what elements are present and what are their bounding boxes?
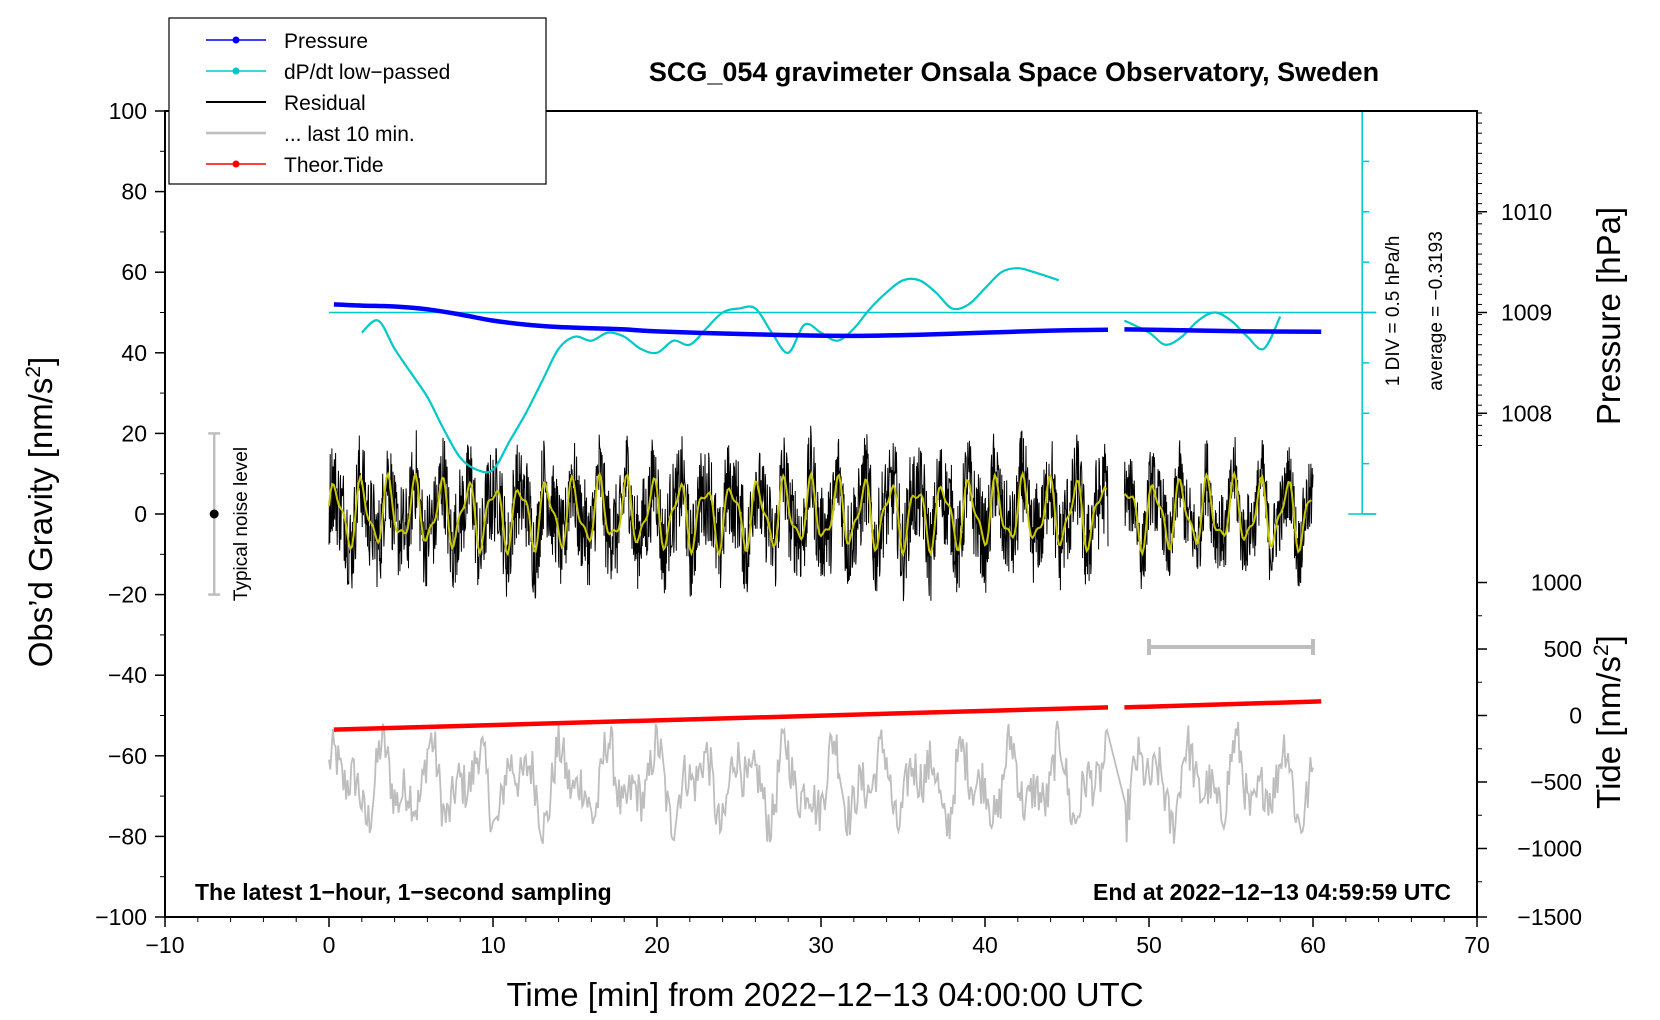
tide-tick-label: 0	[1569, 703, 1582, 729]
legend-label-last10: ... last 10 min.	[284, 123, 415, 146]
pressure-tick-label: 1010	[1501, 199, 1552, 225]
y-tick-label: −40	[108, 662, 147, 688]
pressure-axis-label: Pressure [hPa]	[1590, 207, 1627, 425]
legend-marker-pressure	[232, 36, 240, 44]
series-dpdt	[361, 267, 1060, 474]
y-axis-label-sup: 2	[22, 366, 45, 378]
tide-axis-label: Tide [nm/s2]	[1590, 635, 1627, 809]
legend-marker-dpdt	[232, 67, 240, 75]
noise-bar-dot	[209, 509, 219, 519]
x-axis-ticks: −10 0 10 20 30 40 50 60 70	[145, 917, 1490, 958]
series-theor-tide-after-gap	[1124, 699, 1322, 710]
y-tick-label: −100	[95, 904, 147, 930]
series-residual-smoothed-after-gap	[1123, 470, 1312, 557]
y-axis-ticks: −100 −80 −60 −40 −20 0 20 40 60 80 100	[95, 98, 165, 930]
legend-label-tide: Theor.Tide	[284, 154, 384, 177]
plot-series	[328, 110, 1377, 845]
overlays	[208, 432, 1315, 655]
x-tick-label: 60	[1300, 932, 1326, 958]
x-tick-label: 40	[972, 932, 998, 958]
tide-tick-label: −500	[1530, 769, 1582, 795]
tide-tick-label: 500	[1544, 636, 1582, 662]
pressure-tick-label: 1009	[1501, 300, 1552, 326]
tide-tick-label: 1000	[1531, 570, 1582, 596]
series-residual-smoothed	[328, 470, 1108, 558]
chart-title: SCG_054 gravimeter Onsala Space Observat…	[649, 57, 1379, 87]
x-tick-label: 20	[644, 932, 670, 958]
y-tick-label: 60	[121, 259, 147, 285]
y-tick-label: −20	[108, 582, 147, 608]
y-tick-label: 80	[121, 179, 147, 205]
pressure-axis-ticks: 1010 1009 1008	[1477, 112, 1552, 446]
x-tick-label: −10	[145, 932, 184, 958]
x-axis-label: Time [min] from 2022−12−13 04:00:00 UTC	[506, 976, 1143, 1013]
legend-label-residual: Residual	[284, 92, 366, 115]
x-tick-label: 30	[808, 932, 834, 958]
series-residual	[328, 425, 1109, 602]
scale-bar-label-2: average = −0.3193	[1426, 231, 1447, 391]
x-tick-label: 50	[1136, 932, 1162, 958]
y-tick-label: 0	[134, 501, 147, 527]
noise-level-label: Typical noise level	[231, 447, 252, 601]
y-tick-label: 20	[121, 420, 147, 446]
series-last-10-min	[328, 720, 1314, 845]
legend-label-pressure: Pressure	[284, 30, 368, 53]
series-pressure-after-gap	[1124, 327, 1322, 335]
series-theor-tide	[333, 705, 1109, 732]
series-pressure	[333, 302, 1109, 339]
tide-tick-label: −1500	[1517, 904, 1582, 930]
x-tick-label: 10	[480, 932, 506, 958]
legend-label-dpdt: dP/dt low−passed	[284, 61, 450, 84]
tide-axis-label-sup: 2	[1590, 644, 1613, 656]
y-tick-label: −60	[108, 743, 147, 769]
pressure-tick-label: 1008	[1501, 400, 1552, 426]
tide-axis-label-main: Tide [nm/s	[1590, 656, 1627, 809]
tide-axis-ticks: 1000 500 0 −500 −1000 −1500	[1477, 570, 1582, 930]
scale-bar-label-1: 1 DIV = 0.5 hPa/h	[1383, 236, 1404, 387]
tide-tick-label: −1000	[1517, 835, 1582, 861]
y-axis-label: Obs’d Gravity [nm/s2]	[22, 357, 59, 668]
y-tick-label: 40	[121, 340, 147, 366]
y-axis-label-end: ]	[22, 357, 59, 366]
annotation-right: End at 2022−12−13 04:59:59 UTC	[1093, 879, 1451, 905]
x-tick-label: 70	[1464, 932, 1490, 958]
legend: Pressure dP/dt low−passed Residual ... l…	[168, 17, 547, 185]
legend-marker-tide	[232, 160, 240, 168]
annotation-left: The latest 1−hour, 1−second sampling	[195, 879, 612, 905]
x-tick-label: 0	[323, 932, 336, 958]
series-dpdt-after-gap	[1123, 311, 1282, 351]
tide-axis-label-end: ]	[1590, 635, 1627, 644]
y-axis-label-main: Obs’d Gravity [nm/s	[22, 378, 59, 668]
y-tick-label: 100	[109, 98, 147, 124]
y-tick-label: −80	[108, 823, 147, 849]
series-residual-after-gap	[1123, 437, 1314, 590]
